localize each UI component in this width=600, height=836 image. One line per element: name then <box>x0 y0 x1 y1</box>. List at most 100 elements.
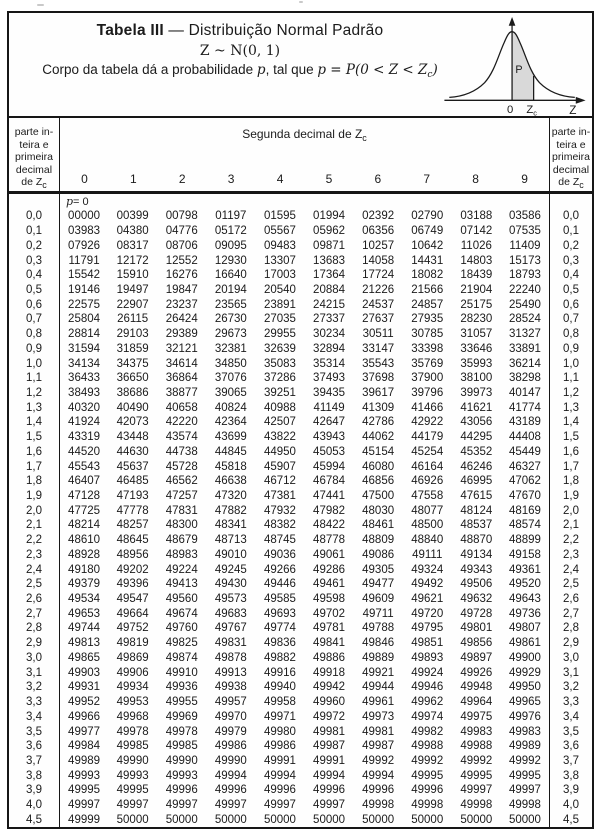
side-header-line: decimal <box>15 163 53 176</box>
table-cell: 49889 <box>362 651 395 664</box>
table-cell: 15173 <box>501 253 550 268</box>
table-cell: 39973 <box>460 386 493 399</box>
table-row: 0,2 07926 08317 08706 09095 09483 09871 10257 10… <box>9 238 592 254</box>
table-cell: 49966 <box>59 709 108 725</box>
z-label-right: 2,2 <box>562 534 579 547</box>
p-region-label: P <box>515 64 522 76</box>
side-header-line: decimal <box>552 163 590 176</box>
z-label-left: 3,0 <box>26 651 42 664</box>
table-cell: 49831 <box>214 637 247 650</box>
table-cell: 49974 <box>411 710 444 723</box>
table-cell: 49994 <box>313 769 346 782</box>
z-label-left: 3,5 <box>26 725 42 738</box>
table-cell: 49643 <box>501 591 550 607</box>
table-cell: 49972 <box>313 710 346 723</box>
table-cell: 43056 <box>460 416 493 429</box>
table-cell: 49946 <box>411 681 444 694</box>
side-header-line: primeira <box>552 151 590 164</box>
z-label-left: 1,1 <box>26 372 42 385</box>
table-cell: 48679 <box>165 534 198 547</box>
table-cell: 42647 <box>313 416 346 429</box>
table-cell: 49807 <box>501 621 550 636</box>
table-row: 1,3 40320 40490 40658 40824 40988 41149 41309 41… <box>9 400 592 416</box>
table-cell: 48870 <box>460 534 493 547</box>
table-cell: 49980 <box>263 725 296 738</box>
table-cell: 09483 <box>263 239 296 252</box>
table-cell: 49994 <box>263 769 296 782</box>
table-cell: 49952 <box>59 694 108 710</box>
caption-formula: p = P(0 < Z < Z <box>317 62 428 78</box>
table-cell: 47193 <box>116 490 149 503</box>
table-cell: 07142 <box>460 225 493 238</box>
table-cell: 19146 <box>59 282 108 298</box>
table-cell: 38877 <box>165 386 198 399</box>
z-label-left: 4,5 <box>26 813 42 826</box>
table-cell: 40490 <box>116 401 149 414</box>
table-cell: 44062 <box>362 431 395 444</box>
distribution-notation: Z ~ N(0, 1) <box>199 43 281 59</box>
table-cell: 47982 <box>313 504 346 517</box>
table-cell: 49962 <box>411 696 444 709</box>
table-cell: 49305 <box>362 563 395 576</box>
table-cell: 49944 <box>362 681 395 694</box>
table-cell: 49965 <box>501 694 550 710</box>
table-cell: 49996 <box>165 784 198 797</box>
z-label-right: 0,4 <box>562 269 579 282</box>
side-header-zc: de Zc <box>558 176 584 191</box>
z-label-left: 0,7 <box>26 313 42 326</box>
table-row: 3,4 49966 49968 49969 49970 49971 49972 49973 49… <box>9 709 592 725</box>
side-header-right: parte in- teira e primeira decimal de Zc <box>550 118 592 192</box>
table-cell: 49324 <box>411 563 444 576</box>
table-cell: 46712 <box>263 475 296 488</box>
table-cell: 49971 <box>263 710 296 723</box>
table-row: 0,6 22575 22907 23237 23565 23891 24215 24537 24… <box>9 297 592 313</box>
table-cell: 08317 <box>116 239 149 252</box>
z-label-right: 4,0 <box>562 799 579 812</box>
table-cell: 31057 <box>460 328 493 341</box>
table-cell: 29389 <box>165 328 198 341</box>
table-cell: 11409 <box>501 238 550 254</box>
table-cell: 50000 <box>362 813 395 826</box>
table-cell <box>501 194 550 209</box>
z-label-left: 0,8 <box>26 328 42 341</box>
table-cell: 26424 <box>165 313 198 326</box>
table-cell: 45352 <box>460 445 493 458</box>
z-label-right: 0,9 <box>562 342 579 355</box>
table-cell: 40658 <box>165 401 198 414</box>
table-cell: 49760 <box>165 622 198 635</box>
table-cell: 18439 <box>460 269 493 282</box>
table-cell: 35993 <box>460 357 493 370</box>
z-label-left: 0,1 <box>26 225 42 238</box>
table-cell: 27035 <box>263 313 296 326</box>
table-cell: 48983 <box>165 548 198 561</box>
table-cell: 45449 <box>501 444 550 460</box>
table-cell: 46638 <box>214 475 247 488</box>
table-cell: 49788 <box>362 622 395 635</box>
table-cell: 50000 <box>214 813 247 826</box>
table-cell: 44630 <box>116 445 149 458</box>
table-cell: 48899 <box>501 532 550 548</box>
table-cell: 49960 <box>313 696 346 709</box>
table-cell: 00399 <box>116 210 149 223</box>
table-cell: 49940 <box>263 681 296 694</box>
table-cell: 21566 <box>411 283 444 296</box>
table-row: 0,1 03983 04380 04776 05172 05567 05962 06356 06… <box>9 223 592 239</box>
title-dash: — <box>168 22 185 39</box>
z-label-left: 0,5 <box>26 283 42 296</box>
z-label-left: 0,6 <box>26 298 42 311</box>
table-cell: 47725 <box>59 503 108 519</box>
table-cell: 01197 <box>215 210 247 223</box>
table-cell: 49158 <box>501 547 550 563</box>
table-row: 3,5 49977 49978 49978 49979 49980 49981 49981 49… <box>9 724 592 739</box>
table-cell: 35083 <box>263 357 296 370</box>
table-cell: 49924 <box>411 666 444 679</box>
table-cell: 49990 <box>116 754 149 767</box>
table-cell: 40988 <box>263 401 296 414</box>
table-cell: 49992 <box>411 754 444 767</box>
z-label-right: 0,1 <box>562 225 579 238</box>
table-row: 1,7 45543 45637 45728 45818 45907 45994 46080 46… <box>9 459 592 474</box>
table-cell: 50000 <box>460 813 493 826</box>
table-cell: 45637 <box>116 460 149 473</box>
table-cell: 49995 <box>116 784 149 797</box>
table-cell: 49379 <box>59 576 108 592</box>
